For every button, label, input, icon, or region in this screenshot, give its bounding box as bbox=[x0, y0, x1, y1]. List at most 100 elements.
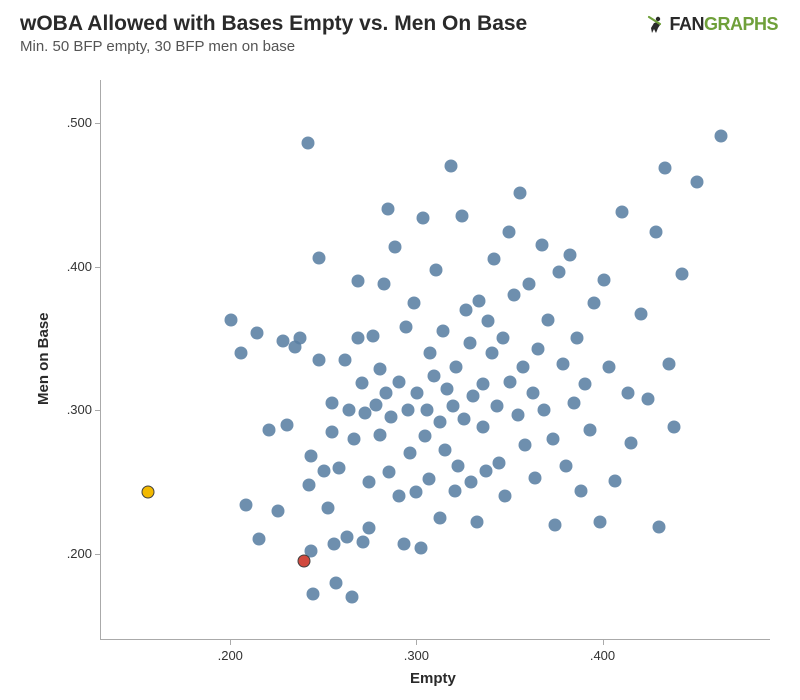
scatter-point bbox=[346, 590, 359, 603]
scatter-point bbox=[253, 533, 266, 546]
scatter-point bbox=[351, 275, 364, 288]
scatter-point bbox=[593, 516, 606, 529]
scatter-point bbox=[392, 375, 405, 388]
y-tick-mark bbox=[95, 123, 100, 124]
x-tick-mark bbox=[230, 640, 231, 645]
scatter-point bbox=[547, 432, 560, 445]
scatter-point bbox=[374, 428, 387, 441]
logo-text-fan: FAN bbox=[669, 14, 704, 35]
scatter-point bbox=[234, 346, 247, 359]
scatter-point bbox=[634, 308, 647, 321]
scatter-point bbox=[504, 375, 517, 388]
scatter-point bbox=[322, 501, 335, 514]
scatter-point bbox=[668, 421, 681, 434]
y-tick-label: .200 bbox=[67, 546, 92, 561]
scatter-point bbox=[307, 588, 320, 601]
chart-container: wOBA Allowed with Bases Empty vs. Men On… bbox=[0, 0, 800, 700]
scatter-point bbox=[338, 354, 351, 367]
scatter-point bbox=[511, 408, 524, 421]
scatter-point bbox=[411, 387, 424, 400]
scatter-point bbox=[523, 277, 536, 290]
scatter-point bbox=[357, 536, 370, 549]
scatter-point bbox=[653, 520, 666, 533]
scatter-point bbox=[498, 490, 511, 503]
scatter-point bbox=[281, 418, 294, 431]
scatter-point bbox=[528, 471, 541, 484]
scatter-point bbox=[379, 387, 392, 400]
scatter-point bbox=[389, 240, 402, 253]
scatter-point bbox=[450, 361, 463, 374]
scatter-point bbox=[363, 522, 376, 535]
scatter-point bbox=[487, 253, 500, 266]
scatter-point bbox=[420, 404, 433, 417]
scatter-point bbox=[318, 464, 331, 477]
scatter-point bbox=[383, 466, 396, 479]
scatter-point bbox=[690, 175, 703, 188]
scatter-point bbox=[441, 382, 454, 395]
scatter-point bbox=[675, 267, 688, 280]
scatter-point bbox=[588, 296, 601, 309]
scatter-point bbox=[532, 342, 545, 355]
scatter-point bbox=[433, 511, 446, 524]
scatter-point bbox=[556, 358, 569, 371]
y-tick-mark bbox=[95, 554, 100, 555]
scatter-point bbox=[418, 430, 431, 443]
scatter-point bbox=[433, 415, 446, 428]
x-tick-label: .200 bbox=[210, 648, 250, 663]
scatter-point bbox=[370, 398, 383, 411]
scatter-point bbox=[549, 519, 562, 532]
scatter-point bbox=[333, 461, 346, 474]
scatter-point bbox=[355, 376, 368, 389]
scatter-point bbox=[517, 361, 530, 374]
scatter-point bbox=[439, 444, 452, 457]
scatter-plot-area bbox=[100, 80, 770, 640]
scatter-point bbox=[325, 397, 338, 410]
scatter-point bbox=[312, 354, 325, 367]
scatter-point bbox=[363, 476, 376, 489]
scatter-point bbox=[437, 325, 450, 338]
batter-icon bbox=[646, 15, 666, 35]
scatter-point bbox=[584, 424, 597, 437]
scatter-point bbox=[294, 332, 307, 345]
y-tick-label: .300 bbox=[67, 402, 92, 417]
scatter-point bbox=[552, 266, 565, 279]
scatter-point bbox=[400, 320, 413, 333]
scatter-point bbox=[377, 277, 390, 290]
scatter-point bbox=[485, 346, 498, 359]
scatter-point bbox=[303, 478, 316, 491]
scatter-point bbox=[301, 137, 314, 150]
scatter-point bbox=[325, 425, 338, 438]
scatter-point bbox=[403, 447, 416, 460]
scatter-point bbox=[225, 313, 238, 326]
scatter-point bbox=[560, 460, 573, 473]
scatter-point bbox=[351, 332, 364, 345]
scatter-point bbox=[456, 210, 469, 223]
scatter-point-highlight bbox=[141, 486, 154, 499]
scatter-point bbox=[597, 273, 610, 286]
scatter-point bbox=[526, 387, 539, 400]
scatter-point bbox=[472, 295, 485, 308]
scatter-point bbox=[519, 438, 532, 451]
scatter-point bbox=[621, 387, 634, 400]
scatter-point bbox=[398, 537, 411, 550]
scatter-point bbox=[457, 412, 470, 425]
scatter-point bbox=[541, 313, 554, 326]
scatter-point bbox=[448, 484, 461, 497]
scatter-point bbox=[658, 161, 671, 174]
scatter-point bbox=[649, 226, 662, 239]
scatter-point bbox=[402, 404, 415, 417]
scatter-point bbox=[571, 332, 584, 345]
x-tick-label: .400 bbox=[583, 648, 623, 663]
scatter-point bbox=[428, 369, 441, 382]
scatter-point bbox=[374, 362, 387, 375]
scatter-point bbox=[240, 499, 253, 512]
scatter-point bbox=[502, 226, 515, 239]
scatter-point bbox=[575, 484, 588, 497]
scatter-point bbox=[424, 346, 437, 359]
scatter-point bbox=[536, 239, 549, 252]
scatter-point bbox=[465, 476, 478, 489]
scatter-point bbox=[409, 486, 422, 499]
scatter-point bbox=[452, 460, 465, 473]
scatter-point bbox=[537, 404, 550, 417]
scatter-point bbox=[476, 421, 489, 434]
